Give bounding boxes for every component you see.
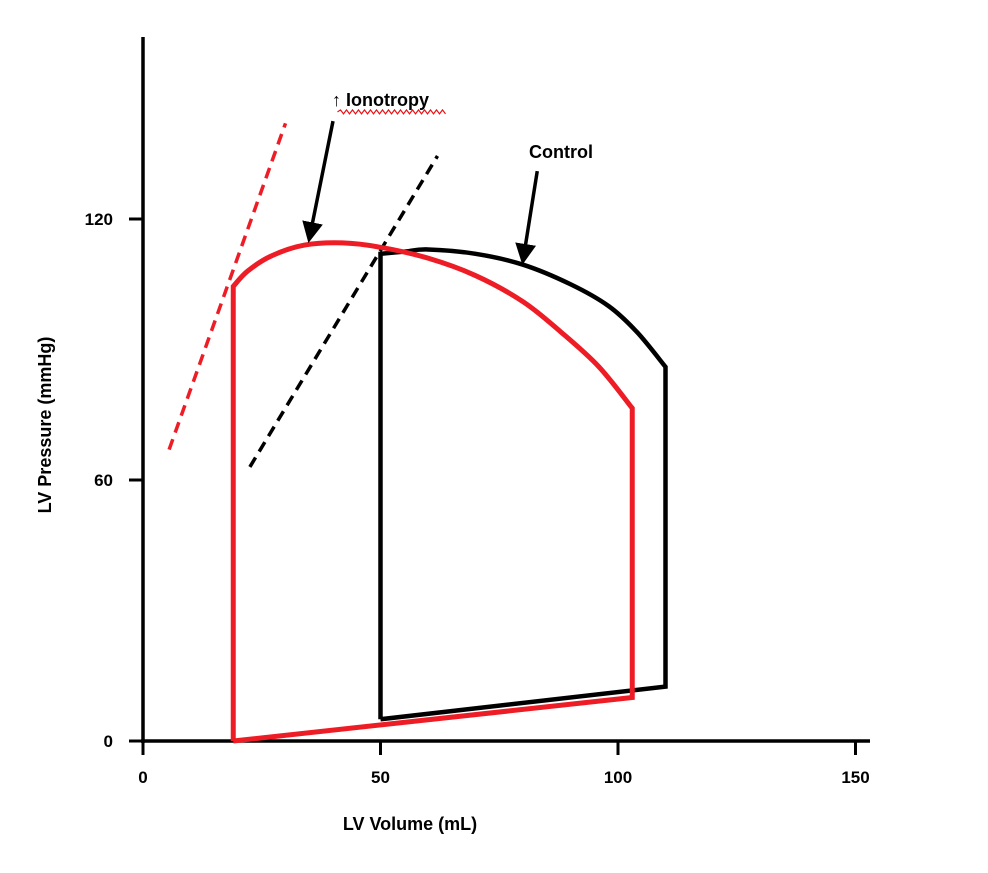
y-tick-label: 60	[94, 471, 113, 490]
control-loop	[378, 247, 668, 722]
control-label: Control	[529, 142, 593, 162]
x-tick-label: 50	[371, 768, 390, 787]
x-tick-label: 100	[604, 768, 632, 787]
control-espvr-line	[248, 155, 439, 468]
y-tick-label: 0	[104, 732, 113, 751]
control-arrow	[515, 170, 539, 265]
ionotropy-loop	[230, 240, 635, 744]
spellcheck-underline	[337, 108, 446, 115]
ionotropy-espvr-line	[167, 122, 288, 451]
x-tick-label: 150	[841, 768, 869, 787]
ionotropy-label: ↑ Ionotropy	[332, 90, 429, 110]
ionotropy-arrow	[302, 120, 335, 244]
x-axis-title: LV Volume (mL)	[343, 814, 477, 834]
y-tick-label: 120	[85, 210, 113, 229]
y-axis-title: LV Pressure (mmHg)	[35, 337, 55, 514]
x-tick-label: 0	[138, 768, 147, 787]
